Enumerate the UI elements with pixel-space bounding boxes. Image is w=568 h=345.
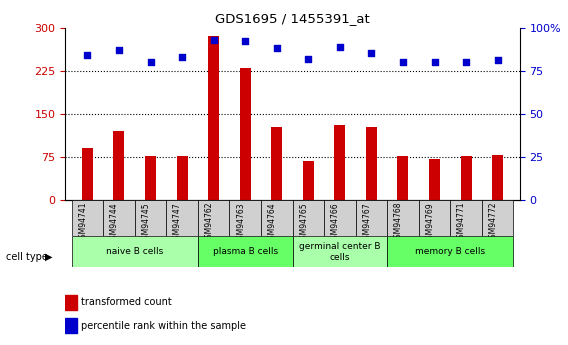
Bar bbox=[303, 161, 314, 200]
Point bbox=[335, 44, 344, 49]
Bar bbox=[166, 200, 198, 236]
Bar bbox=[461, 156, 471, 200]
Bar bbox=[65, 318, 77, 333]
Text: GSM94741: GSM94741 bbox=[78, 202, 87, 244]
Point bbox=[83, 52, 92, 58]
Text: GSM94765: GSM94765 bbox=[299, 202, 308, 244]
Text: naive B cells: naive B cells bbox=[106, 247, 164, 256]
Text: GSM94745: GSM94745 bbox=[141, 202, 151, 244]
Bar bbox=[103, 200, 135, 236]
Text: GSM94762: GSM94762 bbox=[204, 202, 214, 244]
Bar bbox=[114, 131, 124, 200]
Text: transformed count: transformed count bbox=[81, 297, 172, 307]
Point bbox=[241, 39, 250, 44]
Text: GSM94767: GSM94767 bbox=[362, 202, 371, 244]
Point bbox=[430, 59, 439, 65]
Point bbox=[272, 46, 281, 51]
Text: GSM94772: GSM94772 bbox=[488, 202, 498, 244]
Text: GSM94763: GSM94763 bbox=[236, 202, 245, 244]
Point bbox=[398, 59, 407, 65]
Point bbox=[462, 59, 471, 65]
Text: GSM94766: GSM94766 bbox=[331, 202, 340, 244]
Text: ▶: ▶ bbox=[44, 252, 52, 262]
Text: percentile rank within the sample: percentile rank within the sample bbox=[81, 321, 246, 331]
Bar bbox=[135, 200, 166, 236]
Bar bbox=[366, 127, 377, 200]
Point bbox=[304, 56, 313, 61]
Bar bbox=[398, 156, 408, 200]
Text: memory B cells: memory B cells bbox=[415, 247, 486, 256]
Bar bbox=[429, 159, 440, 200]
Point bbox=[493, 58, 502, 63]
Bar bbox=[293, 236, 387, 267]
Point bbox=[114, 47, 123, 53]
Text: plasma B cells: plasma B cells bbox=[212, 247, 278, 256]
Bar bbox=[293, 200, 324, 236]
Text: GSM94771: GSM94771 bbox=[457, 202, 466, 244]
Bar bbox=[272, 127, 282, 200]
Bar bbox=[198, 200, 229, 236]
Text: germinal center B
cells: germinal center B cells bbox=[299, 242, 381, 262]
Text: GSM94747: GSM94747 bbox=[173, 202, 182, 244]
Bar bbox=[261, 200, 293, 236]
Bar bbox=[145, 156, 156, 200]
Bar bbox=[65, 295, 77, 310]
Bar bbox=[82, 148, 93, 200]
Bar bbox=[177, 156, 187, 200]
Bar bbox=[387, 200, 419, 236]
Bar bbox=[72, 236, 198, 267]
Text: cell type: cell type bbox=[6, 252, 48, 262]
Text: GSM94744: GSM94744 bbox=[110, 202, 119, 244]
Point bbox=[367, 51, 376, 56]
Bar bbox=[419, 200, 450, 236]
Bar bbox=[198, 236, 293, 267]
Bar bbox=[492, 155, 503, 200]
Bar bbox=[324, 200, 356, 236]
Point bbox=[146, 59, 155, 65]
Point bbox=[209, 37, 218, 42]
Bar bbox=[208, 36, 219, 200]
Text: GSM94768: GSM94768 bbox=[394, 202, 403, 244]
Bar bbox=[240, 68, 250, 200]
Point bbox=[178, 54, 187, 60]
Bar bbox=[387, 236, 513, 267]
Bar bbox=[229, 200, 261, 236]
Bar bbox=[450, 200, 482, 236]
Text: GSM94764: GSM94764 bbox=[268, 202, 277, 244]
Bar bbox=[72, 200, 103, 236]
Title: GDS1695 / 1455391_at: GDS1695 / 1455391_at bbox=[215, 12, 370, 25]
Bar bbox=[356, 200, 387, 236]
Bar bbox=[482, 200, 513, 236]
Bar bbox=[335, 125, 345, 200]
Text: GSM94769: GSM94769 bbox=[425, 202, 435, 244]
